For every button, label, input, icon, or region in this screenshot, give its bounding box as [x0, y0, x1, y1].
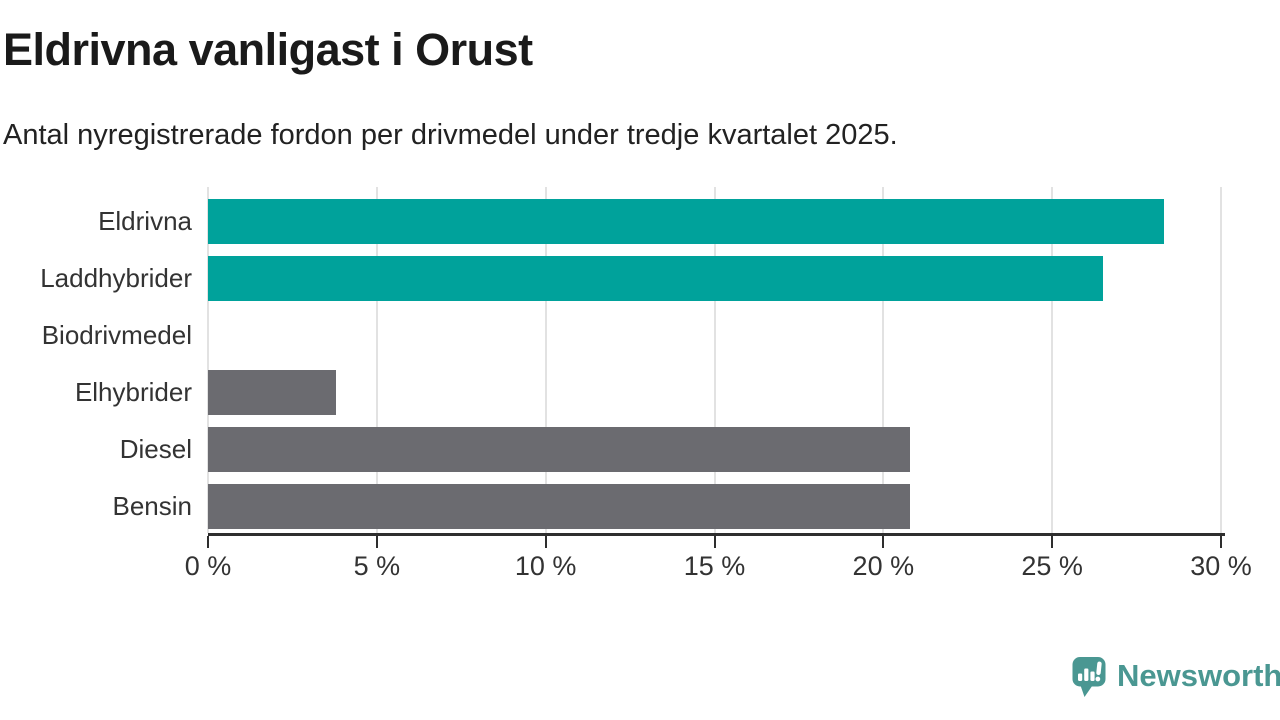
category-label: Biodrivmedel	[41, 320, 192, 350]
gridline	[544, 187, 547, 533]
axis-tick	[544, 536, 547, 548]
gridline	[713, 187, 716, 533]
axis-tick	[1220, 536, 1222, 548]
plot-area	[207, 187, 1222, 533]
x-axis-line	[208, 533, 1225, 536]
axis-tick	[713, 536, 716, 548]
gridline	[375, 187, 378, 533]
axis-tick	[207, 536, 209, 548]
axis-tick-label: 20 %	[852, 551, 915, 581]
newsworthy-logo: Newsworthy	[1072, 656, 1280, 698]
category-label: Eldrivna	[98, 206, 192, 236]
x-axis-ticks	[207, 536, 1222, 548]
y-axis-labels: Eldrivna Laddhybrider Biodrivmedel Elhybrid…	[0, 187, 192, 533]
axis-tick	[1051, 536, 1054, 548]
chart-bar	[208, 256, 1103, 301]
axis-tick-label: 15 %	[683, 551, 746, 581]
category-label: Diesel	[119, 434, 192, 464]
chart-bar	[208, 370, 337, 415]
axis-tick	[882, 536, 885, 548]
chart-title: Eldrivna vanligast i Orust	[3, 24, 533, 75]
chart-subtitle: Antal nyregistrerade fordon per drivmede…	[3, 119, 898, 151]
speech-bubble-bar-chart-icon	[1072, 657, 1106, 697]
category-label: Laddhybrider	[40, 263, 192, 293]
category-label: Elhybrider	[74, 377, 192, 407]
axis-tick-label: 0 %	[184, 551, 232, 581]
gridline	[1220, 187, 1222, 533]
axis-tick-label: 10 %	[514, 551, 577, 581]
newsworthy-logo-text: Newsworthy	[1117, 658, 1280, 693]
category-label: Bensin	[112, 491, 193, 521]
gridline	[207, 187, 209, 533]
chart-bar	[208, 199, 1164, 244]
axis-tick-label: 5 %	[353, 551, 401, 581]
axis-tick-label: 30 %	[1190, 551, 1252, 581]
chart-bar	[208, 427, 911, 472]
axis-tick	[375, 536, 378, 548]
gridline	[1051, 187, 1054, 533]
axis-tick-label: 25 %	[1021, 551, 1083, 581]
gridline	[882, 187, 885, 533]
chart-bar	[208, 484, 911, 529]
x-axis-tick-labels: 0 % 5 % 10 % 15 % 20 % 25 % 30 %	[185, 551, 1252, 583]
